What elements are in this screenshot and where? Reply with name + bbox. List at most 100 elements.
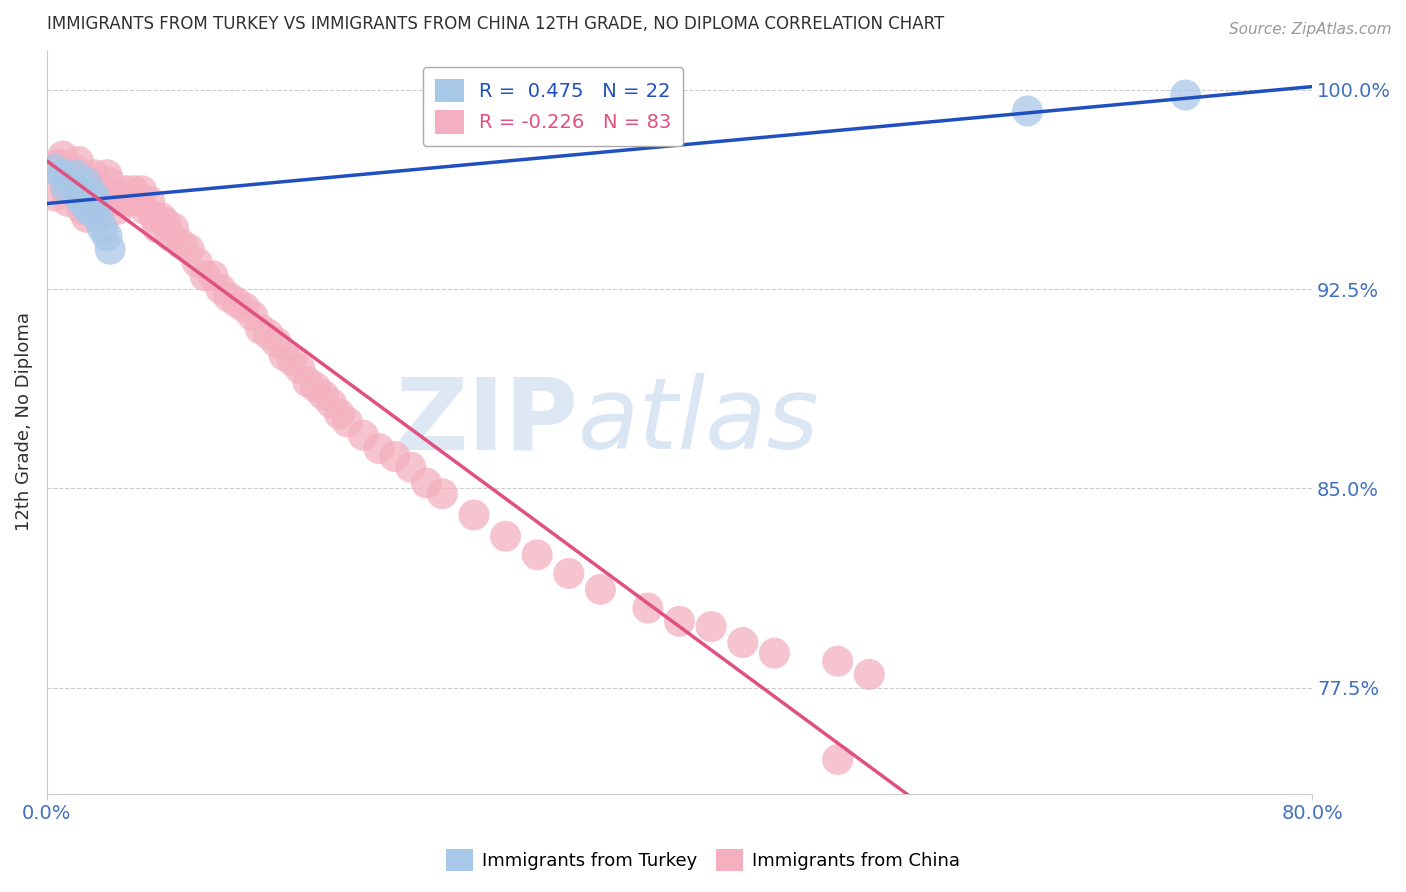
Legend: Immigrants from Turkey, Immigrants from China: Immigrants from Turkey, Immigrants from … — [439, 842, 967, 879]
Point — [305, 380, 328, 394]
Point — [731, 635, 754, 649]
Text: IMMIGRANTS FROM TURKEY VS IMMIGRANTS FROM CHINA 12TH GRADE, NO DIPLOMA CORRELATI: IMMIGRANTS FROM TURKEY VS IMMIGRANTS FRO… — [46, 15, 945, 33]
Point — [86, 211, 108, 225]
Point — [155, 216, 177, 230]
Point — [73, 189, 96, 203]
Point — [218, 290, 240, 304]
Point — [159, 228, 181, 243]
Point — [415, 476, 437, 491]
Point — [98, 176, 121, 190]
Legend: R =  0.475   N = 22, R = -0.226   N = 83: R = 0.475 N = 22, R = -0.226 N = 83 — [423, 67, 683, 145]
Point — [44, 189, 66, 203]
Point — [194, 268, 217, 283]
Point — [233, 301, 256, 315]
Text: ZIP: ZIP — [395, 374, 578, 470]
Point — [186, 255, 208, 269]
Point — [70, 181, 93, 195]
Point — [98, 194, 121, 209]
Point — [56, 194, 79, 209]
Point — [52, 168, 75, 182]
Point — [264, 335, 287, 350]
Point — [209, 282, 232, 296]
Point — [103, 189, 125, 203]
Point — [55, 181, 77, 195]
Y-axis label: 12th Grade, No Diploma: 12th Grade, No Diploma — [15, 312, 32, 532]
Point — [312, 388, 335, 402]
Point — [526, 548, 548, 562]
Point — [162, 221, 184, 235]
Point — [107, 202, 129, 217]
Point — [558, 566, 581, 581]
Text: Source: ZipAtlas.com: Source: ZipAtlas.com — [1229, 22, 1392, 37]
Point — [83, 202, 105, 217]
Point — [288, 361, 311, 376]
Point — [111, 194, 134, 209]
Point — [67, 176, 90, 190]
Point — [399, 460, 422, 475]
Point — [368, 442, 391, 456]
Point — [91, 221, 114, 235]
Point — [75, 211, 97, 225]
Point — [143, 211, 166, 225]
Point — [60, 184, 83, 198]
Point — [98, 242, 121, 256]
Point — [201, 268, 224, 283]
Point — [321, 396, 343, 410]
Point — [352, 428, 374, 442]
Point — [83, 168, 105, 182]
Point — [70, 189, 93, 203]
Point — [80, 176, 103, 190]
Point — [336, 415, 359, 429]
Point — [170, 236, 193, 251]
Point — [1017, 103, 1039, 118]
Point — [131, 184, 153, 198]
Point — [83, 184, 105, 198]
Point — [149, 211, 172, 225]
Point — [91, 184, 114, 198]
Point — [700, 619, 723, 633]
Point — [128, 194, 150, 209]
Point — [242, 309, 264, 323]
Point — [75, 176, 97, 190]
Point — [52, 168, 75, 182]
Point — [225, 295, 247, 310]
Point — [80, 189, 103, 203]
Point — [827, 752, 849, 766]
Point — [589, 582, 612, 597]
Text: atlas: atlas — [578, 374, 820, 470]
Point — [86, 189, 108, 203]
Point — [67, 189, 90, 203]
Point — [80, 202, 103, 217]
Point — [328, 407, 350, 421]
Point — [122, 184, 145, 198]
Point — [281, 354, 304, 368]
Point — [297, 375, 319, 389]
Point — [763, 646, 786, 660]
Point — [55, 181, 77, 195]
Point — [495, 529, 517, 543]
Point — [146, 221, 169, 235]
Point — [52, 149, 75, 163]
Point — [384, 450, 406, 464]
Point — [44, 162, 66, 177]
Point — [75, 189, 97, 203]
Point — [67, 154, 90, 169]
Point — [83, 189, 105, 203]
Point — [93, 194, 115, 209]
Point — [827, 654, 849, 668]
Point — [115, 184, 138, 198]
Point — [70, 202, 93, 217]
Point — [138, 194, 160, 209]
Point — [73, 176, 96, 190]
Point — [77, 202, 100, 217]
Point — [134, 202, 156, 217]
Point — [249, 322, 271, 336]
Point — [59, 168, 82, 182]
Point — [59, 176, 82, 190]
Point — [1174, 88, 1197, 103]
Point — [48, 157, 70, 171]
Point — [257, 327, 280, 342]
Point — [118, 194, 141, 209]
Point — [96, 168, 118, 182]
Point — [637, 601, 659, 615]
